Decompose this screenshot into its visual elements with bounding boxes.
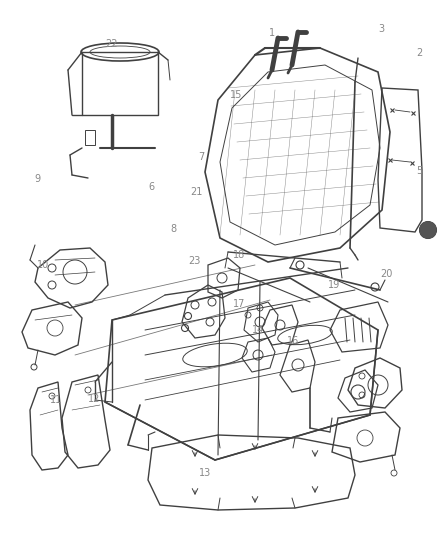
Text: 13: 13 (199, 469, 211, 478)
Text: 15: 15 (230, 90, 243, 100)
Text: 21: 21 (190, 187, 202, 197)
Text: 12: 12 (88, 394, 100, 403)
Text: 3: 3 (378, 25, 384, 34)
Text: 18: 18 (233, 250, 245, 260)
Text: 23: 23 (189, 256, 201, 266)
Text: 16: 16 (286, 336, 299, 346)
Text: 6: 6 (148, 182, 154, 191)
Text: 19: 19 (328, 280, 340, 290)
Text: 2: 2 (417, 49, 423, 58)
Text: 7: 7 (198, 152, 205, 162)
Text: 9: 9 (34, 174, 40, 183)
Text: 17: 17 (233, 299, 245, 309)
Text: 5: 5 (417, 166, 423, 175)
Text: 10: 10 (37, 261, 49, 270)
Text: 1: 1 (268, 28, 275, 38)
Text: 8: 8 (170, 224, 176, 234)
Text: 22: 22 (106, 39, 118, 49)
Text: 20: 20 (380, 270, 392, 279)
Circle shape (420, 222, 436, 238)
Text: 14: 14 (252, 326, 265, 335)
Text: 11: 11 (50, 395, 62, 405)
